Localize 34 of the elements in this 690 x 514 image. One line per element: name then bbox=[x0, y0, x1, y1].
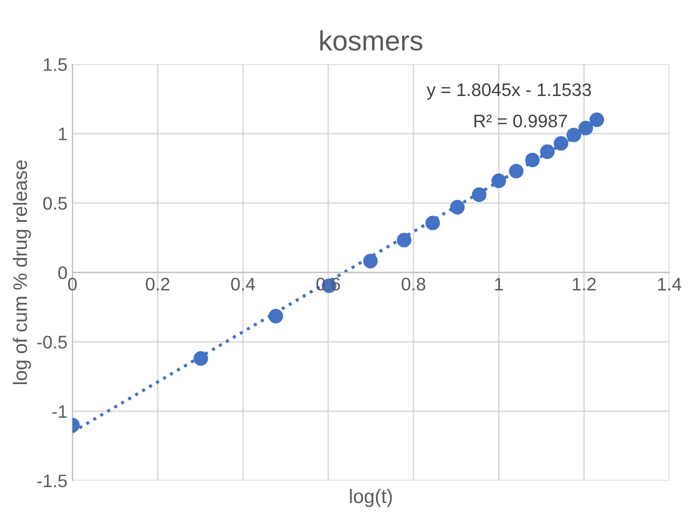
x-tick-label: 1.4 bbox=[658, 278, 682, 290]
x-tick-label: 1 bbox=[495, 278, 503, 290]
y-tick-label: -1.5 bbox=[37, 474, 67, 488]
y-tick-label: 0.5 bbox=[43, 196, 67, 210]
point bbox=[193, 351, 208, 366]
x-tick-label: 0.8 bbox=[402, 278, 426, 291]
point bbox=[508, 164, 524, 178]
x-tick-label: 0.4 bbox=[231, 278, 255, 291]
point bbox=[472, 187, 486, 202]
y-tick-label: -0.5 bbox=[37, 336, 67, 349]
y-axis-title: log of cum % drug release bbox=[12, 160, 31, 384]
annotation: R² = 0.9987 bbox=[474, 114, 567, 128]
point bbox=[540, 144, 555, 159]
point bbox=[363, 254, 378, 268]
point bbox=[396, 232, 412, 248]
y-tick-label: -1 bbox=[52, 405, 67, 418]
point bbox=[554, 136, 568, 151]
point bbox=[590, 112, 604, 128]
y-tick-label: 0 bbox=[58, 266, 67, 280]
point bbox=[450, 200, 465, 214]
y-tick-label: 1 bbox=[58, 128, 67, 140]
point bbox=[578, 120, 594, 136]
x-tick-label: 0.2 bbox=[146, 278, 170, 291]
x-axis-title: log(t) bbox=[350, 488, 392, 508]
chart-title: kosmers bbox=[320, 30, 422, 51]
point bbox=[425, 216, 440, 230]
x-tick-label: 1.2 bbox=[572, 278, 596, 290]
point bbox=[525, 152, 540, 168]
y-tick-label: 1.5 bbox=[44, 58, 67, 71]
x-tick-label: 0 bbox=[68, 278, 77, 291]
point bbox=[268, 308, 284, 324]
point bbox=[566, 128, 582, 142]
point bbox=[491, 174, 506, 188]
annotation: y = 1.8045x - 1.1533 bbox=[426, 83, 591, 100]
